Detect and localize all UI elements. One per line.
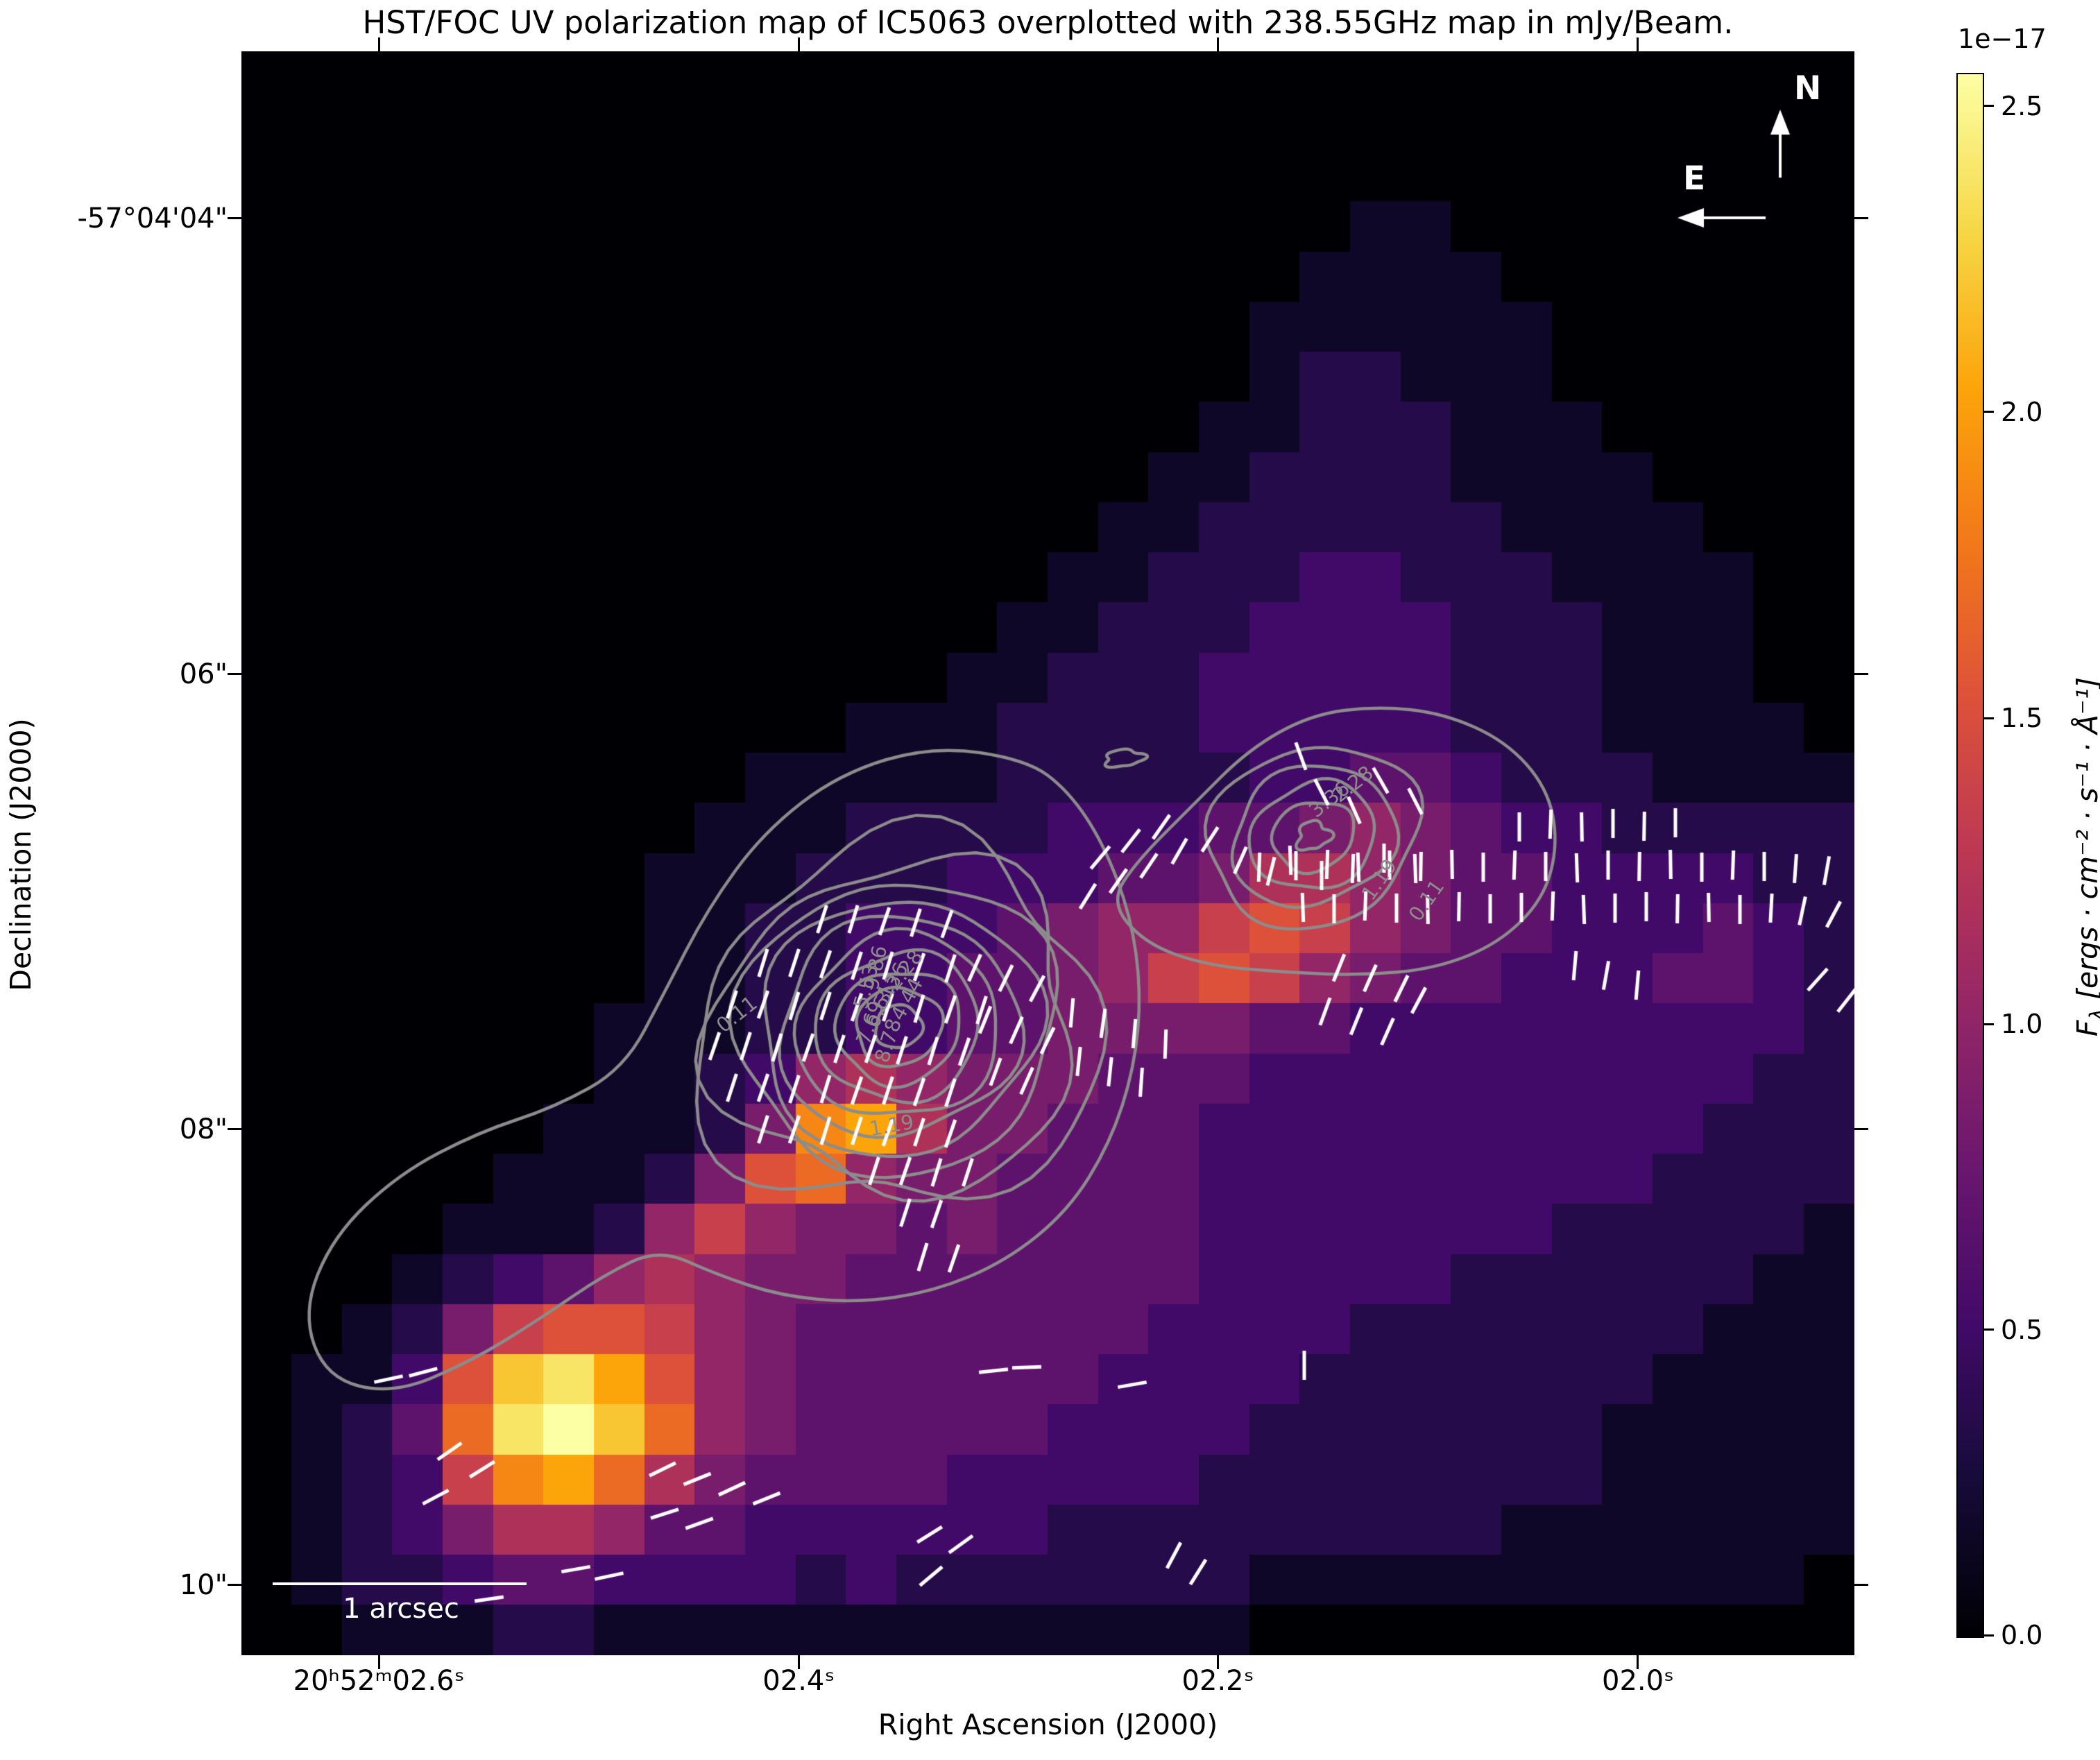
tick-mark (1854, 1128, 1868, 1131)
tick-mark (377, 37, 380, 51)
tick-mark (228, 1128, 241, 1131)
tick-mark (1637, 1655, 1639, 1669)
tick-mark (1983, 411, 1994, 413)
x-tick-label: 02.0ˢ (1601, 1665, 1674, 1697)
chart-title: HST/FOC UV polarization map of IC5063 ov… (362, 4, 1734, 41)
tick-mark (228, 673, 241, 676)
compass-east-label: E (1683, 160, 1706, 198)
colorbar-tick-label: 1.0 (2001, 1009, 2043, 1040)
tick-mark (228, 217, 241, 220)
tick-mark (797, 37, 800, 51)
colorbar (1956, 73, 1984, 1638)
colorbar-tick-label: 0.5 (2001, 1314, 2043, 1345)
tick-mark (1983, 717, 1994, 719)
tick-mark (797, 1655, 800, 1669)
heatmap-canvas (241, 51, 1854, 1655)
y-tick-label: 06" (179, 658, 228, 690)
tick-mark (1983, 1634, 1994, 1637)
plot-area: N E 1 arcsec 0.11 1.19 9.86 2.28 3.36 5.53 4.4… (241, 51, 1854, 1655)
colorbar-tick-label: 2.0 (2001, 396, 2043, 427)
colorbar-label-symbol: F (2071, 1020, 2100, 1037)
tick-mark (1983, 1328, 1994, 1331)
scalebar-label: 1 arcsec (343, 1593, 459, 1625)
y-tick-label: 08" (179, 1113, 228, 1145)
colorbar-label-units: [ergs · cm⁻² · s⁻¹ · Å⁻¹] (2070, 677, 2100, 1000)
colorbar-offset-label: 1e−17 (1958, 24, 2047, 54)
colorbar-tick-label: 2.5 (2001, 90, 2043, 121)
tick-mark (1637, 37, 1639, 51)
colorbar-tick-label: 0.0 (2001, 1620, 2043, 1650)
tick-mark (1983, 105, 1994, 108)
x-tick-label: 02.4ˢ (762, 1665, 835, 1697)
y-tick-label: 10" (179, 1569, 228, 1601)
tick-mark (1854, 673, 1868, 676)
tick-mark (1217, 1655, 1220, 1669)
scalebar-line (273, 1582, 527, 1585)
x-axis-label: Right Ascension (J2000) (878, 1708, 1218, 1741)
tick-mark (1854, 1584, 1868, 1587)
x-tick-label: 02.2ˢ (1181, 1665, 1254, 1697)
y-tick-label: -57°04'04" (77, 202, 228, 234)
tick-mark (1983, 1023, 1994, 1025)
tick-mark (1854, 217, 1868, 220)
y-axis-label: Declination (J2000) (4, 718, 37, 991)
tick-mark (377, 1655, 380, 1669)
colorbar-label-subscript: λ (2085, 1009, 2100, 1020)
tick-mark (228, 1584, 241, 1587)
colorbar-tick-label: 1.5 (2001, 703, 2043, 734)
tick-mark (1217, 37, 1220, 51)
x-tick-label: 20ʰ52ᵐ02.6ˢ (293, 1665, 465, 1697)
compass-north-label: N (1794, 69, 1822, 108)
colorbar-axis-label: Fλ [ergs · cm⁻² · s⁻¹ · Å⁻¹] (2071, 649, 2100, 1065)
